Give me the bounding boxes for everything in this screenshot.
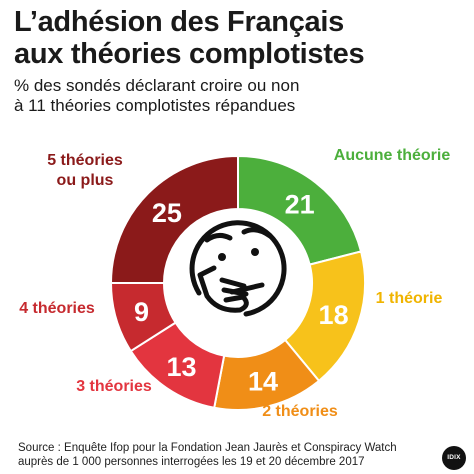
category-label: 3 théories [76,378,152,395]
category-label: Aucune théorie [334,147,451,164]
source-note: Source : Enquête Ifop pour la Fondation … [18,441,418,469]
subtitle-line-2: à 11 théories complotistes répandues [14,96,296,115]
idix-logo: IDIX [442,446,466,470]
chart-title: L’adhésion des Français aux théories com… [14,6,464,70]
category-label: 5 théories [47,152,123,169]
title-line-2: aux théories complotistes [14,38,365,70]
slice-value-label: 13 [166,352,196,382]
slice-value-label: 14 [248,366,278,396]
source-line-2: auprès de 1 000 personnes interrogées le… [18,456,365,468]
donut-slice [109,154,239,284]
title-line-1: L’adhésion des Français [14,6,344,38]
category-label: ou plus [57,172,114,189]
slice-value-label: 9 [134,297,149,327]
slice-value-label: 21 [285,190,315,220]
slice-value-label: 25 [152,198,182,228]
slice-value-label: 18 [319,300,349,330]
category-label: 2 théories [262,403,338,420]
source-line-1: Source : Enquête Ifop pour la Fondation … [18,442,397,454]
category-label: 1 théorie [376,290,443,307]
category-label: 4 théories [19,300,95,317]
chart-subtitle: % des sondés déclarant croire ou non à 1… [14,76,464,116]
thinking-face-icon [189,220,287,317]
subtitle-line-1: % des sondés déclarant croire ou non [14,76,300,95]
